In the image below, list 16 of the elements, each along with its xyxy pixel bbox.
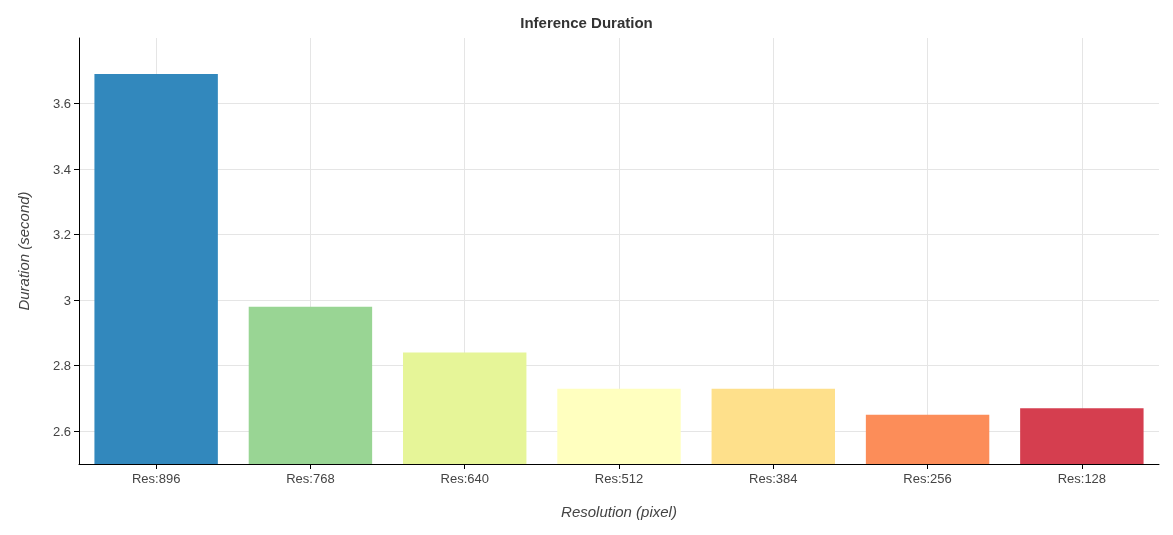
y-tick-label: 3.2 bbox=[52, 227, 71, 243]
x-tick-label: Res:128 bbox=[1057, 471, 1107, 486]
chart-title: Inference Duration bbox=[520, 14, 653, 31]
y-tick-label: 2.8 bbox=[52, 358, 71, 374]
x-tick-label: Res:512 bbox=[594, 471, 644, 486]
x-axis-title: Resolution (pixel) bbox=[561, 503, 677, 520]
y-axis-title: Duration (second) bbox=[15, 191, 32, 311]
y-tick-label: 2.6 bbox=[52, 423, 71, 439]
x-tick-label: Res:256 bbox=[903, 471, 952, 486]
y-tick-label: 3 bbox=[63, 292, 71, 308]
x-tick-label: Res:640 bbox=[440, 471, 489, 486]
y-tick-label: 3.4 bbox=[52, 161, 71, 177]
y-tick-label: 3.6 bbox=[52, 96, 71, 112]
x-tick-label: Res:896 bbox=[131, 471, 181, 486]
x-tick-label: Res:768 bbox=[286, 471, 335, 486]
x-tick-label: Res:384 bbox=[749, 471, 798, 486]
